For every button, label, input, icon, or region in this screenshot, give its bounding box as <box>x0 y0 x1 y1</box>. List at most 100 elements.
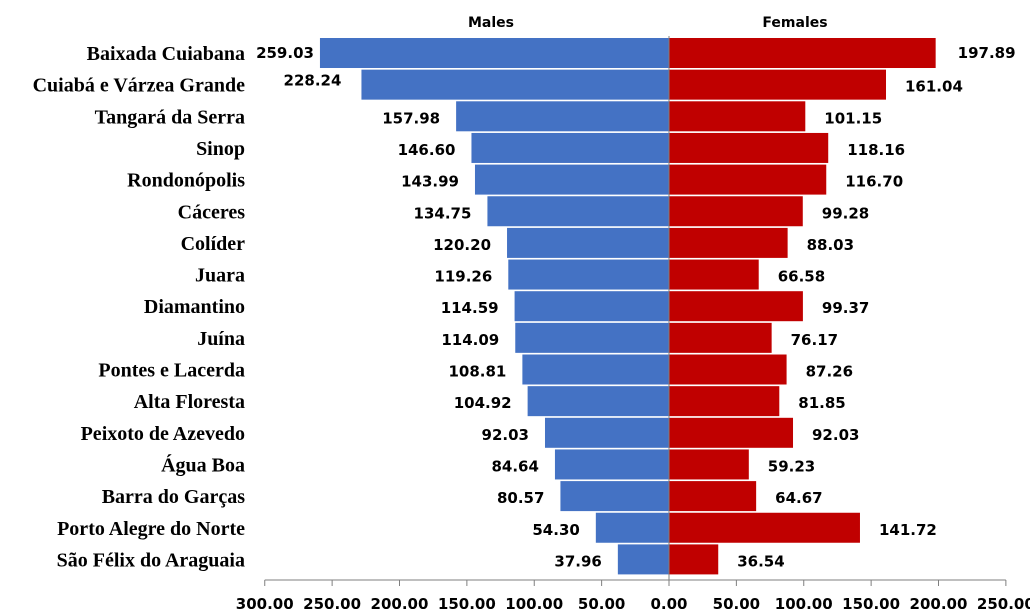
category-label: Alta Floresta <box>134 391 245 413</box>
x-tick-label: 50.00 <box>713 595 760 613</box>
bar-males <box>514 291 669 322</box>
data-label-males: 92.03 <box>482 426 529 444</box>
category-label: Sinop <box>196 138 245 160</box>
series-label-males: Males <box>468 15 514 31</box>
data-label-females: 88.03 <box>807 236 854 254</box>
bar-males <box>515 322 669 353</box>
bar-males <box>595 512 669 543</box>
data-label-females: 118.16 <box>847 141 905 159</box>
data-label-males: 114.59 <box>441 299 499 317</box>
data-label-females: 36.54 <box>737 552 784 570</box>
bar-males <box>522 354 669 385</box>
category-label: São Félix do Araguaia <box>57 549 245 571</box>
x-tick-label: 300.00 <box>236 595 294 613</box>
x-tick-label: 200.00 <box>371 595 429 613</box>
category-label: Tangará da Serra <box>95 106 245 128</box>
bar-males <box>474 164 669 195</box>
data-label-females: 99.28 <box>822 204 869 222</box>
category-label: Diamantino <box>144 296 245 318</box>
x-tick-label: 150.00 <box>438 595 496 613</box>
data-label-females: 99.37 <box>822 299 869 317</box>
category-label: Água Boa <box>161 453 245 476</box>
bar-females <box>669 164 827 195</box>
data-label-females: 101.15 <box>824 109 882 127</box>
series-label-females: Females <box>762 15 827 31</box>
bar-females <box>669 132 829 163</box>
x-tick-label: 250.00 <box>303 595 361 613</box>
x-tick-label: 100.00 <box>775 595 833 613</box>
data-label-males: 54.30 <box>532 521 579 539</box>
data-label-females: 197.89 <box>958 44 1016 62</box>
bar-males <box>544 417 669 448</box>
data-label-males: 114.09 <box>441 331 499 349</box>
data-label-females: 66.58 <box>778 268 825 286</box>
data-label-females: 64.67 <box>775 489 822 507</box>
category-label: Rondonópolis <box>127 170 245 192</box>
bar-males <box>319 38 669 68</box>
bar-males <box>617 544 669 575</box>
category-label: Porto Alegre do Norte <box>57 518 245 540</box>
data-label-males: 259.03 <box>256 44 314 62</box>
category-label: Juara <box>195 265 245 287</box>
bar-females <box>669 322 772 353</box>
category-label: Juína <box>197 328 245 350</box>
data-label-males: 37.96 <box>554 552 601 570</box>
data-label-females: 92.03 <box>812 426 859 444</box>
category-label: Peixoto de Azevedo <box>81 423 245 445</box>
x-tick-label: 200.00 <box>910 595 968 613</box>
bar-females <box>669 386 780 417</box>
bar-males <box>508 259 669 290</box>
data-label-males: 84.64 <box>491 457 538 475</box>
category-label: Cáceres <box>178 201 246 223</box>
x-tick-label: 250.00 <box>977 595 1030 613</box>
bar-males <box>456 101 669 132</box>
bar-females <box>669 512 860 543</box>
bar-males <box>560 481 669 512</box>
data-label-males: 134.75 <box>414 204 472 222</box>
x-tick-label: 0.00 <box>650 595 687 613</box>
bar-females <box>669 227 788 258</box>
bar-females <box>669 354 787 385</box>
bar-males <box>527 386 669 417</box>
x-tick-label: 150.00 <box>842 595 900 613</box>
bar-males <box>471 132 669 163</box>
bar-females <box>669 544 719 575</box>
bar-males <box>487 196 669 227</box>
bar-males <box>554 449 669 480</box>
bar-females <box>669 481 757 512</box>
bar-females <box>669 69 887 100</box>
bar-males <box>507 227 669 258</box>
data-label-males: 157.98 <box>382 109 440 127</box>
data-label-males: 108.81 <box>448 363 506 381</box>
data-label-males: 120.20 <box>433 236 491 254</box>
data-label-males: 228.24 <box>284 72 342 90</box>
data-label-males: 143.99 <box>401 173 459 191</box>
category-label: Pontes e Lacerda <box>98 360 245 382</box>
category-label: Cuiabá e Várzea Grande <box>33 75 246 97</box>
bar-females <box>669 259 759 290</box>
data-label-females: 59.23 <box>768 457 815 475</box>
data-label-females: 81.85 <box>798 394 845 412</box>
data-label-males: 80.57 <box>497 489 544 507</box>
bar-females <box>669 38 936 68</box>
category-label: Baixada Cuiabana <box>87 43 245 65</box>
bar-females <box>669 417 794 448</box>
data-label-females: 161.04 <box>905 78 963 96</box>
data-label-males: 119.26 <box>434 268 492 286</box>
data-label-females: 87.26 <box>806 363 853 381</box>
x-tick-label: 100.00 <box>505 595 563 613</box>
bar-females <box>669 449 749 480</box>
x-tick-label: 50.00 <box>578 595 625 613</box>
data-label-females: 141.72 <box>879 521 937 539</box>
category-label: Barra do Garças <box>102 486 246 508</box>
bar-males <box>361 69 669 100</box>
bar-females <box>669 291 803 322</box>
data-label-females: 116.70 <box>845 173 903 191</box>
data-label-males: 104.92 <box>454 394 512 412</box>
data-label-females: 76.17 <box>791 331 838 349</box>
data-label-males: 146.60 <box>398 141 456 159</box>
category-label: Colíder <box>181 233 246 255</box>
bar-females <box>669 196 803 227</box>
